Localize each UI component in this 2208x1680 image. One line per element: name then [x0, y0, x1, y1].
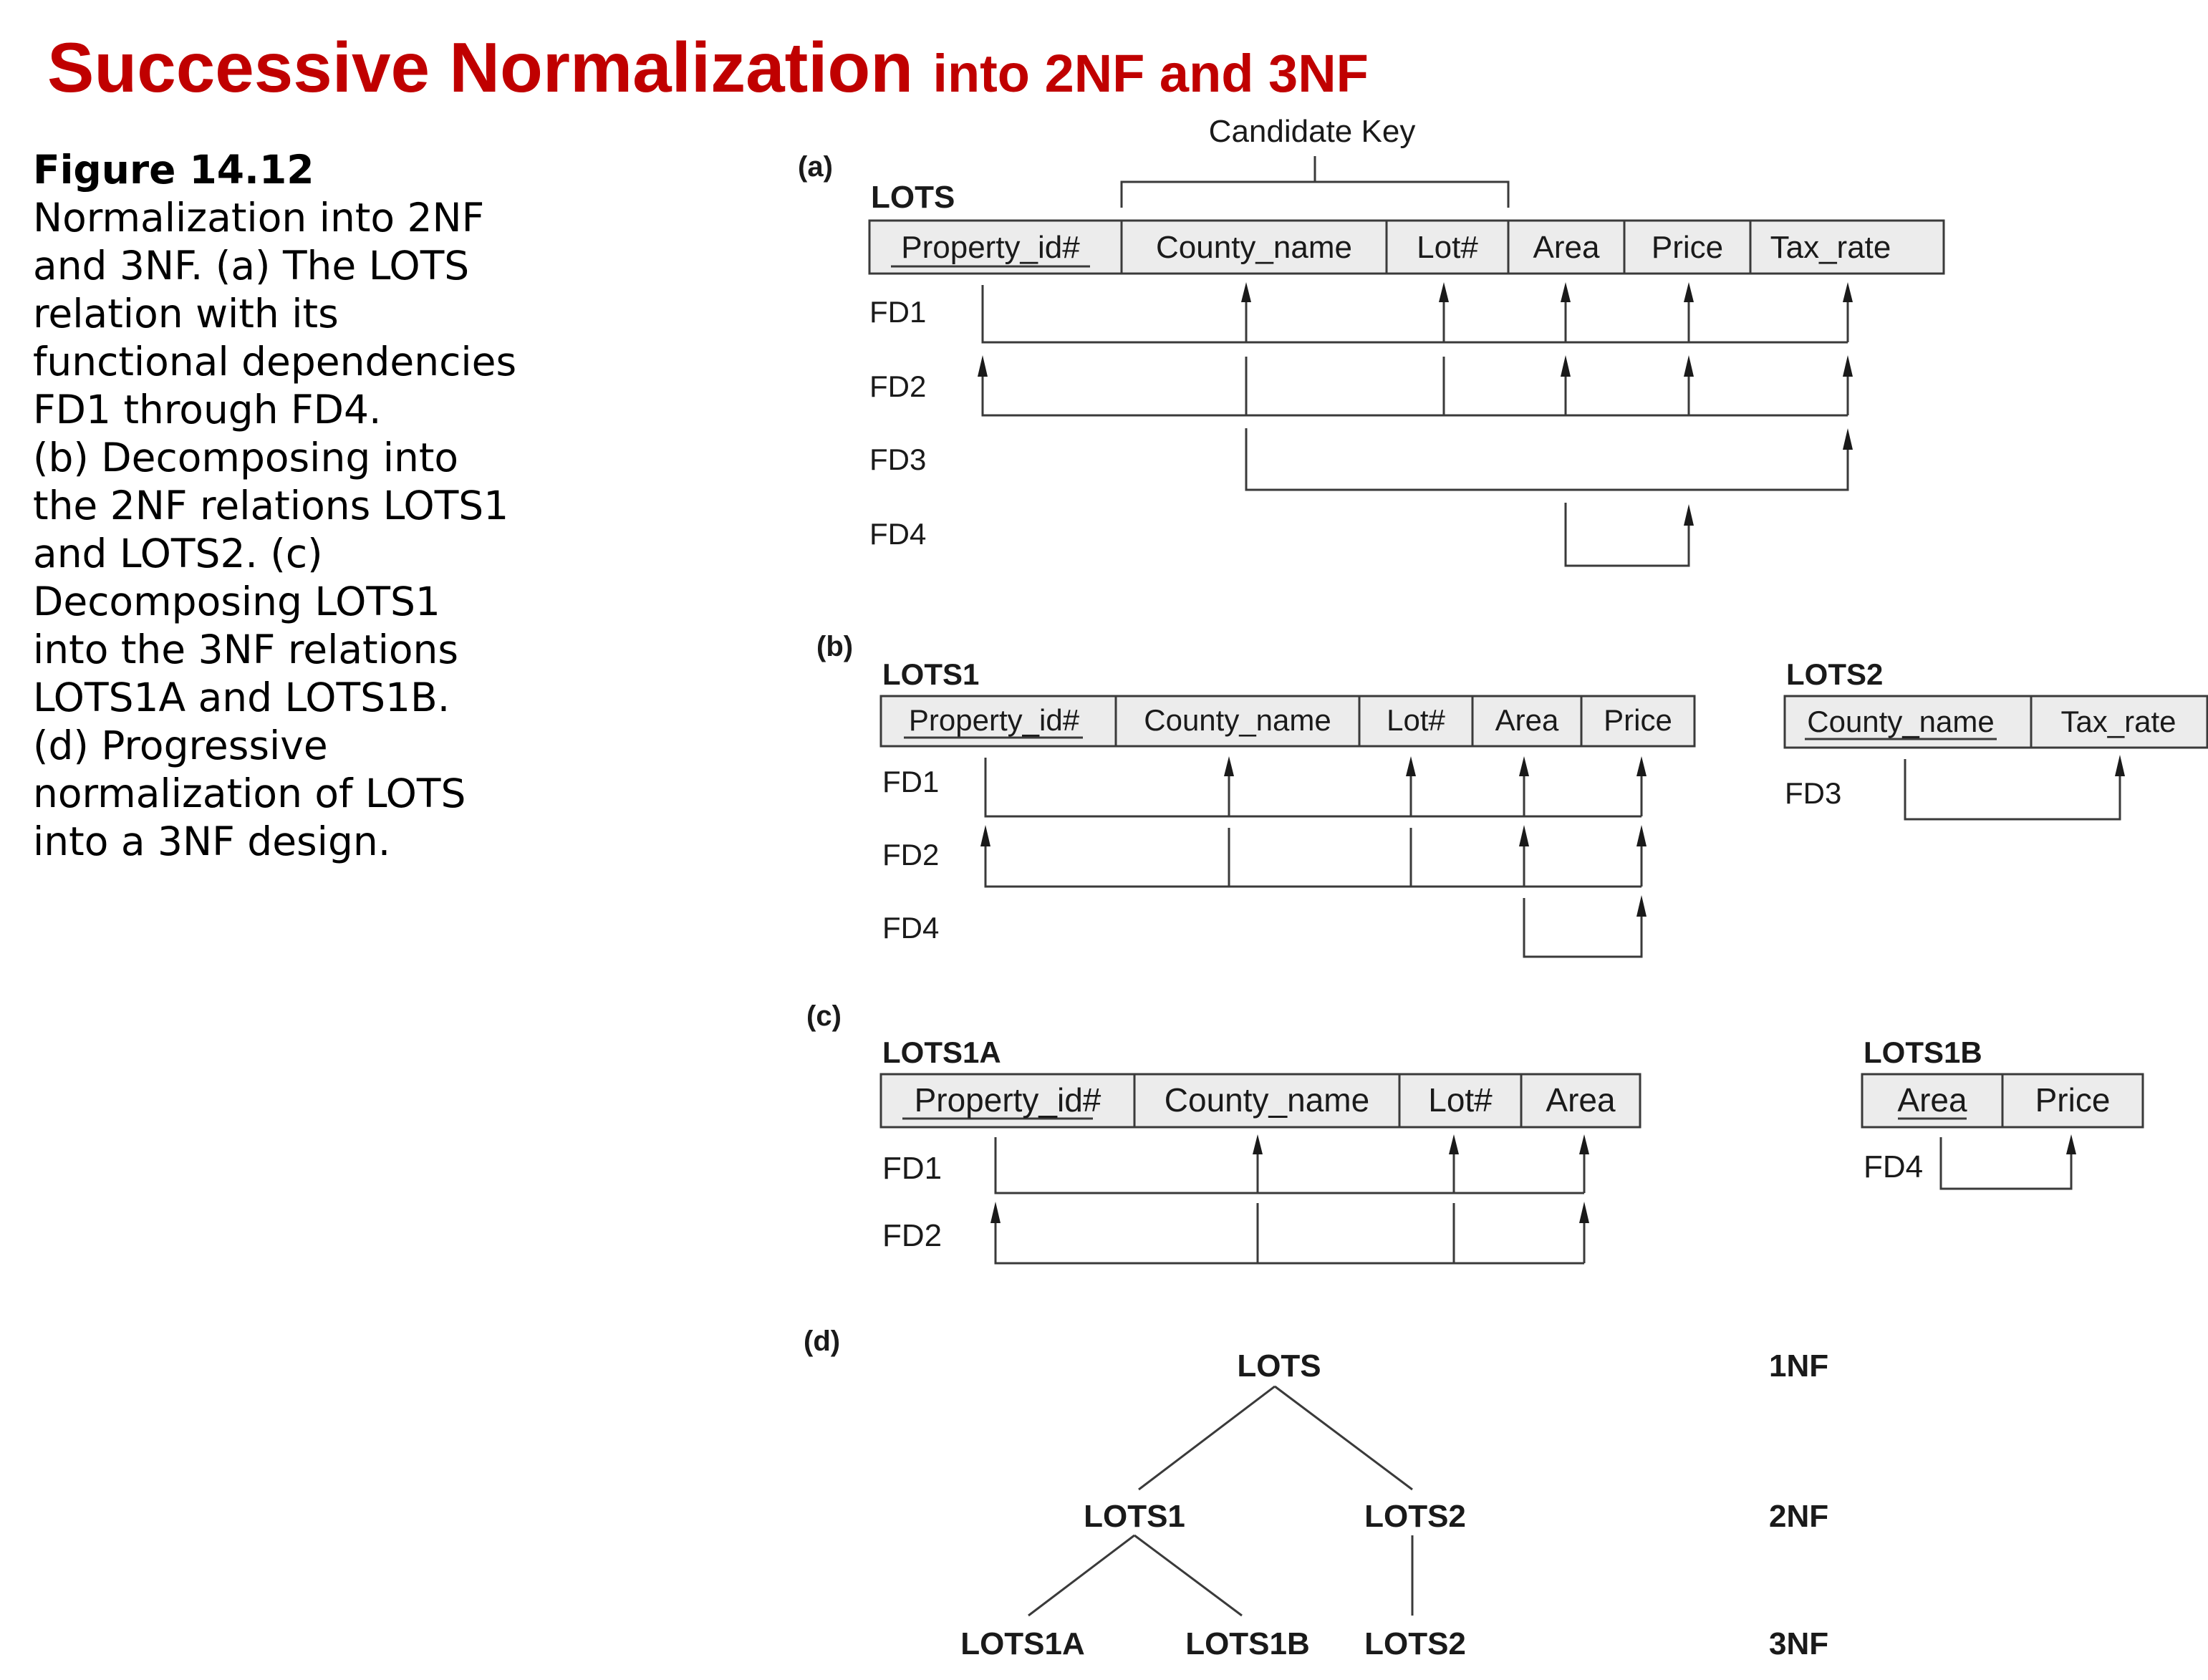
fd-line-a-fd2 — [981, 357, 1849, 417]
fd-label-b-fd4: FD4 — [882, 911, 939, 945]
attr-lots1-county-name: County_name — [1144, 703, 1331, 737]
attr-lots1b-price: Price — [2035, 1081, 2111, 1119]
tree-node-lots1b: LOTS1B — [1185, 1626, 1310, 1661]
candidate-key-label: Candidate Key — [1209, 114, 1416, 149]
fd-line-c-fd2 — [994, 1203, 1586, 1265]
table-lots — [868, 219, 1945, 275]
level-label-2nf: 2NF — [1769, 1499, 1828, 1534]
normalization-tree-edges — [1028, 1385, 1414, 1617]
relation-name-lots1a: LOTS1A — [882, 1035, 1001, 1069]
attr-lots-lot: Lot# — [1417, 230, 1478, 265]
fd-label-a-fd4: FD4 — [869, 517, 926, 551]
fd-label-a-fd3: FD3 — [869, 443, 926, 476]
attr-lots-price: Price — [1652, 230, 1723, 265]
attr-lots-property-id: Property_id# — [901, 230, 1080, 265]
fd-line-b-fd4 — [1523, 898, 1643, 958]
candidate-key-bracket — [1120, 180, 1510, 208]
fd-label-b-fd1: FD1 — [882, 765, 939, 798]
fd-label-b-fd2: FD2 — [882, 838, 939, 872]
tree-node-lots: LOTS — [1237, 1348, 1321, 1384]
level-label-3nf: 3NF — [1769, 1626, 1828, 1661]
relation-name-lots2: LOTS2 — [1786, 657, 1883, 691]
title-subtitle: into 2NF and 3NF — [932, 44, 1369, 103]
fd-line-a-fd1 — [981, 285, 1849, 344]
relation-name-lots1: LOTS1 — [882, 657, 979, 691]
attr-lots1-property-id: Property_id# — [909, 703, 1080, 737]
figure-label: Figure 14.12 — [33, 147, 314, 193]
level-label-1nf: 1NF — [1769, 1348, 1828, 1384]
attr-lots1a-property-id: Property_id# — [915, 1081, 1101, 1119]
fd-line-c-fd4 — [1939, 1137, 2073, 1190]
relation-name-lots1b: LOTS1B — [1864, 1035, 1982, 1069]
fd-line-b-fd3 — [1904, 759, 2121, 821]
attr-lots-area: Area — [1533, 230, 1600, 265]
fd-line-b-fd1 — [984, 758, 1643, 818]
attr-lots1a-county-name: County_name — [1165, 1081, 1369, 1119]
fd-label-c-fd4: FD4 — [1864, 1149, 1923, 1184]
attr-lots-county-name: County_name — [1156, 230, 1352, 265]
fd-label-a-fd2: FD2 — [869, 370, 926, 403]
attr-lots1b-area: Area — [1897, 1081, 1967, 1119]
tree-node-lots2: LOTS2 — [1364, 1499, 1466, 1534]
fd-label-c-fd1: FD1 — [882, 1151, 942, 1186]
fd-line-c-fd1 — [994, 1137, 1586, 1194]
fd-label-b-fd3: FD3 — [1785, 776, 1841, 810]
panel-label-d: (d) — [804, 1326, 840, 1357]
attr-lots1-price: Price — [1604, 703, 1672, 737]
tree-node-lots2-3nf: LOTS2 — [1364, 1626, 1466, 1661]
attr-lots2-county-name: County_name — [1807, 705, 1995, 738]
fd-line-a-fd4 — [1564, 503, 1690, 567]
attr-lots1-lot: Lot# — [1387, 703, 1445, 737]
attr-lots1a-lot: Lot# — [1428, 1081, 1493, 1119]
arrowheads — [978, 282, 2125, 1223]
panel-label-a: (a) — [798, 151, 833, 183]
attr-lots2-tax-rate: Tax_rate — [2060, 705, 2176, 738]
fd-line-a-fd3 — [1245, 428, 1849, 491]
attr-lots-tax-rate: Tax_rate — [1770, 230, 1891, 265]
tree-node-lots1a: LOTS1A — [960, 1626, 1085, 1661]
figure-caption: Figure 14.12 Normalization into 2NF and … — [33, 146, 577, 866]
panel-label-b: (b) — [816, 631, 853, 662]
page-title: Successive Normalization into 2NF and 3N… — [47, 27, 1369, 108]
relation-name-lots: LOTS — [871, 180, 955, 215]
fd-label-c-fd2: FD2 — [882, 1218, 942, 1253]
title-main-text: Successive Normalization — [47, 28, 914, 107]
figure-caption-text: Normalization into 2NF and 3NF. (a) The … — [33, 195, 517, 864]
tree-node-lots1: LOTS1 — [1084, 1499, 1185, 1534]
fd-line-b-fd2 — [984, 828, 1643, 888]
attr-lots1-area: Area — [1495, 703, 1559, 737]
fd-label-a-fd1: FD1 — [869, 295, 926, 329]
attr-lots1a-area: Area — [1546, 1081, 1616, 1119]
panel-label-c: (c) — [806, 1000, 842, 1032]
